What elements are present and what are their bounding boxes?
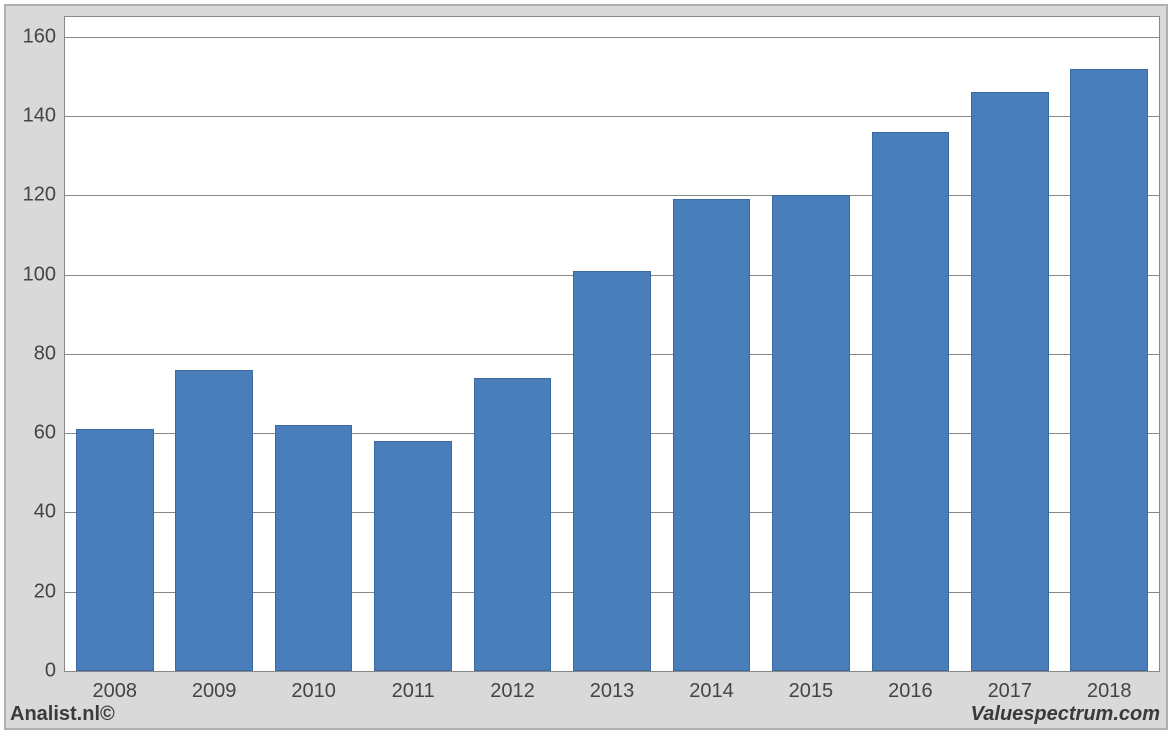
y-tick-label: 20 xyxy=(6,580,56,603)
bar xyxy=(872,132,950,671)
y-tick-label: 140 xyxy=(6,105,56,128)
y-tick-label: 120 xyxy=(6,184,56,207)
x-tick-label: 2009 xyxy=(192,680,237,703)
plot-area xyxy=(64,16,1160,672)
footer-left-text: Analist.nl© xyxy=(10,703,115,726)
x-tick-label: 2018 xyxy=(1087,680,1132,703)
x-tick-label: 2012 xyxy=(490,680,535,703)
bar xyxy=(673,199,751,671)
y-tick-label: 60 xyxy=(6,422,56,445)
bar xyxy=(275,425,353,671)
y-tick-label: 0 xyxy=(6,660,56,683)
x-tick-label: 2017 xyxy=(988,680,1033,703)
y-tick-label: 40 xyxy=(6,501,56,524)
bar xyxy=(772,195,850,671)
x-tick-label: 2011 xyxy=(392,680,435,703)
bar xyxy=(1070,69,1148,671)
bar xyxy=(175,370,253,671)
x-tick-label: 2010 xyxy=(291,680,336,703)
footer-right-text: Valuespectrum.com xyxy=(971,703,1160,726)
bar xyxy=(474,378,552,671)
x-tick-label: 2015 xyxy=(789,680,834,703)
bar xyxy=(971,92,1049,671)
bar xyxy=(573,271,651,671)
y-tick-label: 100 xyxy=(6,263,56,286)
y-tick-label: 160 xyxy=(6,25,56,48)
x-tick-label: 2013 xyxy=(590,680,635,703)
x-tick-label: 2008 xyxy=(92,680,137,703)
chart-frame: 0 20 40 60 80 100 120 140 160 2008 2009 2010 2011 20… xyxy=(4,4,1168,730)
x-tick-label: 2014 xyxy=(689,680,734,703)
y-tick-label: 80 xyxy=(6,342,56,365)
x-tick-label: 2016 xyxy=(888,680,933,703)
bar xyxy=(76,429,154,671)
bar xyxy=(374,441,452,671)
